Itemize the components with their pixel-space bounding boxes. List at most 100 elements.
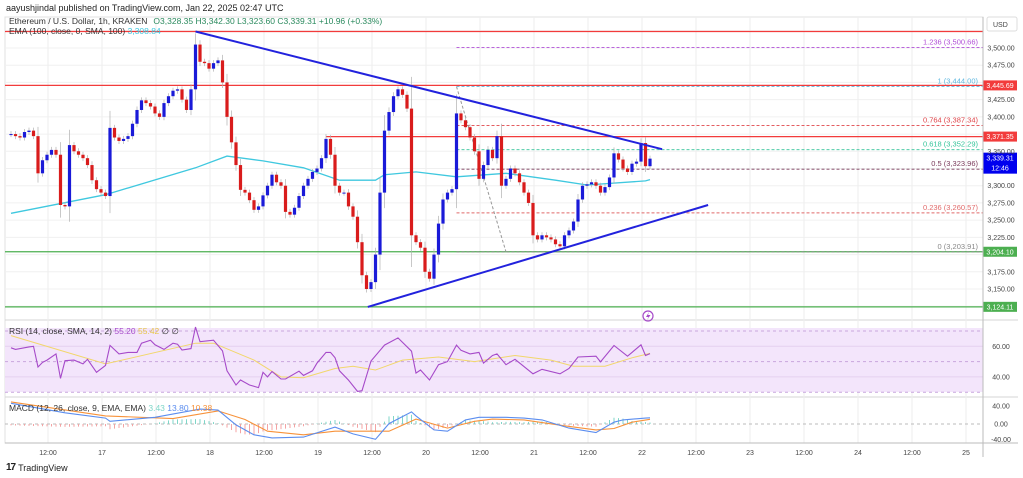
candle-down: [526, 192, 531, 203]
candle-up: [603, 187, 607, 193]
y-tick-label: 3,150.00: [987, 287, 1014, 294]
candle-up: [162, 103, 166, 117]
candle-down: [544, 235, 549, 238]
fib-level-label: 1 (3,444.00): [938, 77, 979, 86]
macd-path: [10, 402, 651, 440]
candle-up: [441, 199, 445, 224]
candle-up: [265, 185, 270, 196]
candle-up: [297, 196, 301, 208]
x-tick-label: 18: [206, 450, 214, 457]
candle-up: [27, 130, 31, 133]
candle-down: [283, 185, 288, 212]
candle-up: [315, 168, 319, 172]
tradingview-logo[interactable]: 17 TradingView: [6, 462, 68, 473]
candle-up: [189, 89, 193, 110]
candle-up: [391, 96, 396, 113]
axes: 12:00 17 12:00 18 12:00 19 12:00 20 12:00 21 12:00…: [5, 17, 1018, 457]
candle-up: [261, 195, 265, 207]
candle-down: [54, 149, 58, 155]
candle-down: [405, 94, 409, 109]
fib-trend-line: [456, 86, 507, 253]
legend-rsi: RSI (14, close, SMA, 14, 2) 55.20 55.42 …: [9, 326, 179, 336]
candle-up: [387, 112, 391, 131]
candle-up: [508, 168, 513, 179]
x-tick-label: 12:00: [795, 450, 813, 457]
candle-down: [238, 165, 243, 190]
candle-down: [202, 61, 207, 64]
y-tick-label: 3,425.00: [987, 97, 1014, 104]
candle-down: [355, 216, 360, 243]
candle-up: [382, 130, 387, 193]
candle-up: [166, 96, 171, 104]
x-tick-label: 22: [638, 450, 646, 457]
candle-up: [585, 184, 589, 186]
x-tick-label: 12:00: [579, 450, 597, 457]
candle-down: [558, 244, 562, 247]
candle-down: [598, 185, 603, 193]
candle-down: [85, 158, 90, 166]
y-tick-label: 3,500.00: [987, 46, 1014, 53]
candle-up: [369, 282, 373, 290]
candle-up: [121, 138, 126, 141]
candle-down: [553, 239, 558, 245]
candle-up: [193, 44, 198, 90]
legend-symbol: Ethereum / U.S. Dollar, 1h, KRAKEN: [9, 16, 147, 26]
legend-change: +10.96 (+0.33%): [319, 16, 382, 26]
rsi-lines: [10, 326, 651, 392]
x-tick-label: 12:00: [255, 450, 273, 457]
candle-down: [76, 151, 81, 155]
legend-main: Ethereum / U.S. Dollar, 1h, KRAKEN O3,328…: [9, 16, 382, 26]
candle-up: [175, 89, 180, 91]
rsi-path: [10, 326, 651, 392]
candle-down: [112, 127, 117, 138]
last-price-badge: [983, 152, 1017, 174]
candle-up: [445, 192, 450, 200]
price-level-badge: [983, 80, 1017, 91]
currency-button[interactable]: [986, 16, 1018, 32]
candle-down: [594, 182, 598, 186]
candle-up: [612, 153, 616, 178]
ema-path: [10, 155, 651, 214]
candle-up: [634, 161, 639, 164]
candle-down: [184, 99, 189, 110]
candle-down: [346, 192, 351, 207]
candle-down: [148, 103, 153, 107]
bolt-icon[interactable]: [642, 310, 654, 322]
candle-up: [576, 199, 580, 222]
candle-up: [301, 185, 306, 197]
legend-ema: EMA (100, close, 0, SMA, 100) 3,308.84: [9, 26, 161, 36]
tv-logo-icon: 17: [6, 462, 16, 473]
candle-up: [378, 192, 382, 255]
candle-down: [337, 185, 342, 193]
candle-up: [450, 189, 454, 193]
legend-high: H3,342.30: [196, 16, 235, 26]
candles: [9, 33, 652, 293]
candle-up: [108, 127, 112, 197]
fib-level-label: 0.618 (3,352.29): [923, 140, 979, 149]
candle-down: [157, 113, 162, 117]
candle-up: [589, 182, 594, 185]
legend-open: O3,328.35: [153, 16, 193, 26]
candle-down: [400, 89, 405, 95]
candle-down: [423, 247, 427, 272]
candle-up: [139, 100, 144, 110]
price-level-badge: [983, 246, 1017, 257]
candle-up: [67, 145, 72, 207]
candle-down: [459, 113, 463, 121]
candle-down: [198, 44, 202, 62]
x-tick-label: 12:00: [903, 450, 921, 457]
candle-down: [99, 189, 103, 193]
macd-lines: [10, 401, 651, 440]
candle-up: [571, 221, 576, 231]
y-tick-label: 3,250.00: [987, 218, 1014, 225]
candle-down: [13, 134, 18, 137]
candle-down: [360, 242, 364, 276]
candle-down: [279, 182, 283, 186]
candle-up: [292, 207, 297, 215]
candle-up: [49, 149, 54, 155]
rsi-tick-label: 60.00: [992, 344, 1010, 351]
grid: [4, 16, 1018, 444]
currency-label: USD: [993, 22, 1008, 29]
candle-up: [486, 149, 490, 166]
